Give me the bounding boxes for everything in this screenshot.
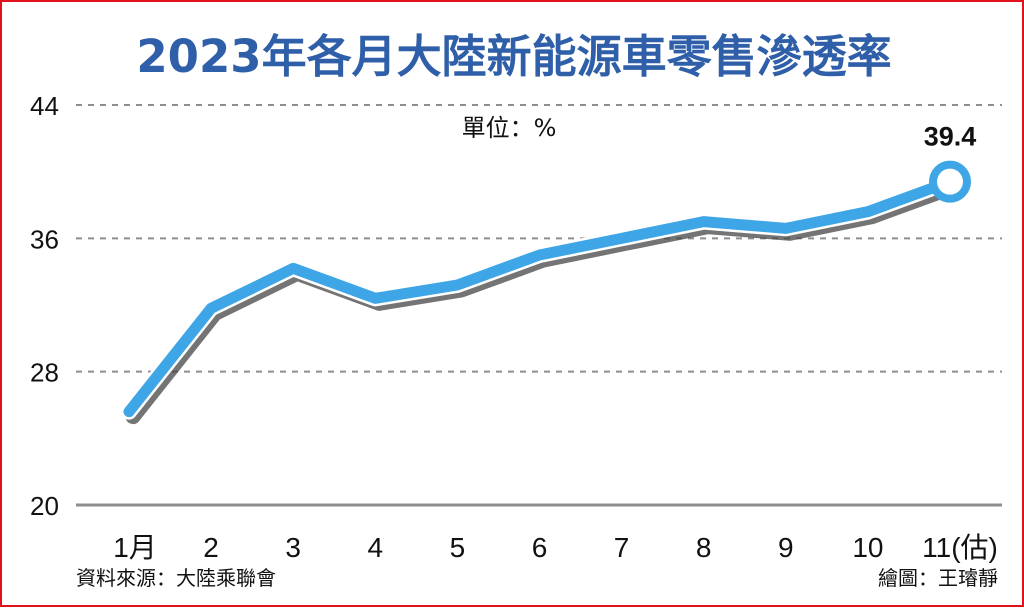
- x-tick-label: 3: [285, 532, 301, 563]
- y-tick-label: 36: [30, 224, 59, 254]
- chart-title: 2023年各月大陸新能源車零售滲透率: [136, 30, 891, 83]
- y-tick-label: 44: [30, 91, 59, 121]
- y-axis-ticks: 20 28 36 44: [30, 91, 59, 521]
- data-label: 39.4: [924, 122, 977, 152]
- x-tick-label: 8: [696, 532, 712, 563]
- series-layer: [121, 160, 971, 425]
- x-tick-label: 1月: [113, 532, 157, 563]
- unit-label: 單位：%: [462, 114, 557, 142]
- x-tick-label: 7: [614, 532, 630, 563]
- data-point: [929, 160, 971, 203]
- x-tick-label: 4: [368, 532, 384, 563]
- x-tick-label: 5: [450, 532, 466, 563]
- x-tick-label: 6: [532, 532, 548, 563]
- x-tick-label: 2: [203, 532, 219, 563]
- series-line: [123, 176, 956, 418]
- x-axis-ticks: 1月 2 3 4 5 6 7 8 9 10 11(估): [113, 532, 998, 563]
- x-tick-label: 11(估): [922, 532, 998, 563]
- grid-lines: [76, 104, 1002, 507]
- x-tick-label: 9: [778, 532, 794, 563]
- source-text: 資料來源：大陸乘聯會: [76, 566, 276, 590]
- credit-text: 繪圖：王璿靜: [878, 566, 998, 590]
- x-tick-label: 10: [852, 532, 883, 563]
- y-tick-label: 20: [30, 491, 59, 521]
- y-tick-label: 28: [30, 358, 59, 388]
- data-labels: 39.4: [924, 122, 977, 152]
